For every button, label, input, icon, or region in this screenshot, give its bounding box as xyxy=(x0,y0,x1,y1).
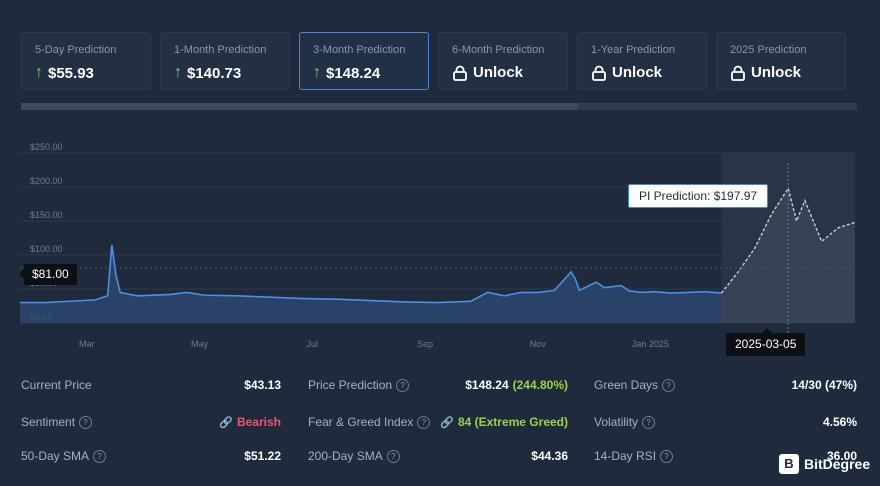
price-chart: $250.00$200.00$150.00$100.00$50.00$0.00M… xyxy=(0,130,880,360)
arrow-up-icon: ↑ xyxy=(313,64,321,81)
x-tick-label: May xyxy=(191,339,209,349)
stat-value: 36.00 xyxy=(826,449,857,463)
help-icon[interactable]: ? xyxy=(79,415,93,429)
stat-label: Current Price xyxy=(21,378,92,392)
stat-extra: (244.80%) xyxy=(512,378,568,392)
stat-current-price: Current Price $43.13 xyxy=(21,378,281,396)
card-value: $55.93 xyxy=(48,64,94,82)
prediction-line xyxy=(720,186,856,294)
stat-value: 14/30 (47%) xyxy=(791,378,857,392)
stat-label: Price Prediction xyxy=(308,378,393,392)
help-icon[interactable]: ? xyxy=(660,449,674,463)
stat-14-day-rsi: 14-Day RSI? 36.00 xyxy=(594,449,857,467)
card-title: 1-Year Prediction xyxy=(591,44,675,56)
card-title: 3-Month Prediction xyxy=(313,44,406,56)
stat-label: Fear & Greed Index xyxy=(308,415,414,429)
stat-value: $43.13 xyxy=(244,378,281,392)
stat-200-day-sma: 200-Day SMA? $44.36 xyxy=(308,449,568,467)
stat-fear-greed: Fear & Greed Index? 🔗 84 (Extreme Greed) xyxy=(308,415,568,433)
brand-name: BitDegree xyxy=(804,456,871,472)
stat-green-days: Green Days? 14/30 (47%) xyxy=(594,378,857,396)
lock-icon xyxy=(453,65,467,81)
card-title: 5-Day Prediction xyxy=(35,44,117,56)
card-value: $148.24 xyxy=(326,64,381,82)
stat-sentiment: Sentiment? 🔗 Bearish xyxy=(21,415,281,433)
arrow-up-icon: ↑ xyxy=(35,64,43,81)
help-icon[interactable]: ? xyxy=(642,415,656,429)
card-value: Unlock xyxy=(473,64,524,81)
card-6-month[interactable]: 6-Month Prediction Unlock xyxy=(438,32,568,90)
card-2025[interactable]: 2025 Prediction Unlock xyxy=(716,32,846,90)
stat-label: 200-Day SMA xyxy=(308,449,383,463)
prediction-tooltip: PI Prediction: $197.97 xyxy=(628,184,769,208)
brand-mark-icon: B xyxy=(779,454,799,474)
stat-label: Sentiment xyxy=(21,415,76,429)
stat-value: $51.22 xyxy=(244,449,281,463)
x-tick-label: Sep xyxy=(417,339,433,349)
lock-icon xyxy=(592,65,606,81)
help-icon[interactable]: ? xyxy=(396,378,410,392)
price-area xyxy=(20,244,722,323)
card-value: $140.73 xyxy=(187,64,242,82)
card-1-month[interactable]: 1-Month Prediction ↑ $140.73 xyxy=(160,32,290,90)
link-icon: 🔗 xyxy=(440,416,454,429)
y-tick-label: $100.00 xyxy=(30,244,63,254)
current-price-tag: $81.00 xyxy=(19,264,77,285)
x-tick-label: Jul xyxy=(306,339,318,349)
y-tick-label: $250.00 xyxy=(30,142,63,152)
cards-scrollbar-thumb[interactable] xyxy=(21,103,578,110)
stat-label: 50-Day SMA xyxy=(21,449,90,463)
arrow-up-icon: ↑ xyxy=(174,64,182,81)
stat-label: 14-Day RSI xyxy=(594,449,657,463)
y-tick-label: $150.00 xyxy=(30,210,63,220)
stat-50-day-sma: 50-Day SMA? $51.22 xyxy=(21,449,281,467)
card-5-day[interactable]: 5-Day Prediction ↑ $55.93 xyxy=(21,32,151,90)
help-icon[interactable]: ? xyxy=(386,449,400,463)
stat-value: $148.24 xyxy=(465,378,509,392)
card-1-year[interactable]: 1-Year Prediction Unlock xyxy=(577,32,707,90)
help-icon[interactable]: ? xyxy=(417,415,431,429)
help-icon[interactable]: ? xyxy=(93,449,107,463)
stat-value: $44.36 xyxy=(531,449,568,463)
prediction-cards: 5-Day Prediction ↑ $55.93 1-Month Predict… xyxy=(21,32,847,90)
x-tick-label: Mar xyxy=(79,339,95,349)
help-icon[interactable]: ? xyxy=(662,378,676,392)
link-icon: 🔗 xyxy=(219,416,233,429)
x-tick-label: Nov xyxy=(530,339,547,349)
card-value: Unlock xyxy=(612,64,663,81)
cards-scrollbar[interactable] xyxy=(21,103,857,110)
date-tag: 2025-03-05 xyxy=(726,328,806,356)
stat-price-prediction: Price Prediction? $148.24 (244.80%) xyxy=(308,378,568,396)
card-title: 1-Month Prediction xyxy=(174,44,267,56)
card-3-month[interactable]: 3-Month Prediction ↑ $148.24 xyxy=(299,32,429,90)
card-value: Unlock xyxy=(751,64,802,81)
y-tick-label: $200.00 xyxy=(30,176,63,186)
stat-volatility: Volatility? 4.56% xyxy=(594,415,857,433)
card-title: 2025 Prediction xyxy=(730,44,807,56)
lock-icon xyxy=(731,65,745,81)
stat-label: Green Days xyxy=(594,378,659,392)
stat-value: Bearish xyxy=(236,415,281,429)
x-tick-label: Jan 2025 xyxy=(632,339,669,349)
card-title: 6-Month Prediction xyxy=(452,44,545,56)
stat-value: 84 (Extreme Greed) xyxy=(457,415,568,429)
stat-label: Volatility xyxy=(594,415,639,429)
brand-logo[interactable]: B BitDegree xyxy=(779,454,870,474)
stat-value: 4.56% xyxy=(822,415,857,429)
price-line xyxy=(20,244,722,304)
price-chart-svg: $250.00$200.00$150.00$100.00$50.00$0.00M… xyxy=(20,142,856,349)
